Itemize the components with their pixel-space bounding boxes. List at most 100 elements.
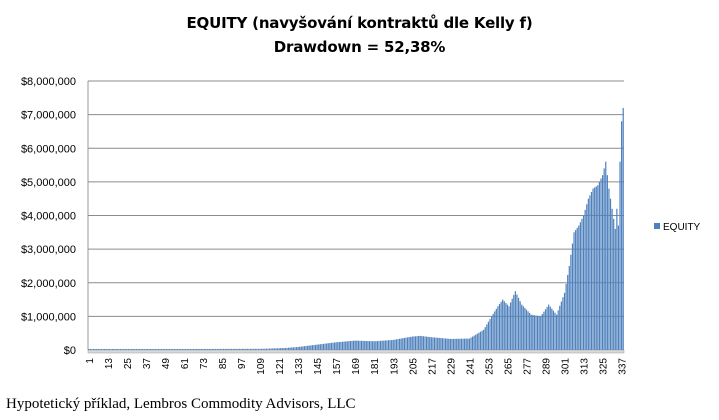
bar	[300, 346, 302, 350]
bar	[319, 344, 321, 350]
bar	[262, 348, 264, 350]
bar	[462, 338, 464, 350]
bar	[495, 308, 497, 350]
bar	[445, 338, 447, 350]
legend-swatch	[654, 223, 660, 229]
bar	[516, 294, 518, 350]
y-tick-label: $3,000,000	[21, 244, 76, 256]
bar	[573, 232, 575, 350]
bar	[299, 346, 301, 350]
bar	[500, 301, 502, 350]
bar	[311, 345, 313, 350]
bar	[391, 340, 393, 350]
bar	[292, 347, 294, 350]
bar	[283, 348, 285, 350]
bar	[215, 348, 217, 350]
bar	[294, 347, 296, 350]
bar	[441, 338, 444, 350]
bar	[421, 336, 423, 350]
bar	[538, 316, 540, 350]
bar	[124, 348, 126, 350]
bar	[582, 215, 585, 350]
bar	[399, 338, 401, 350]
bar	[364, 340, 366, 350]
bar	[161, 348, 163, 350]
bar	[341, 341, 344, 350]
bar	[570, 254, 572, 350]
bar	[519, 301, 521, 350]
bar	[210, 348, 212, 350]
x-tick-label: 205	[408, 358, 419, 375]
bar	[533, 315, 536, 350]
bar	[94, 348, 96, 350]
bar	[622, 107, 624, 351]
bar	[135, 348, 137, 350]
bar	[559, 305, 561, 350]
x-tick-label: 13	[104, 358, 115, 370]
bar	[265, 348, 268, 350]
bar	[586, 204, 588, 350]
bar	[246, 348, 248, 350]
bar	[584, 209, 586, 350]
bar	[202, 348, 204, 350]
bar	[191, 348, 193, 350]
footer-caption: Hypotetický příklad, Lembros Commodity A…	[6, 396, 356, 412]
bar	[611, 208, 613, 350]
bar	[430, 337, 432, 350]
bar	[532, 314, 534, 350]
bar	[268, 348, 271, 350]
bar	[89, 348, 91, 350]
x-tick-label: 1	[85, 358, 96, 364]
bar	[137, 348, 139, 350]
bar	[349, 341, 352, 350]
bar	[471, 336, 474, 350]
bar	[221, 348, 223, 350]
bar	[186, 348, 188, 350]
bar	[119, 348, 122, 350]
bar	[598, 181, 601, 351]
bar	[448, 338, 450, 350]
bar	[322, 343, 325, 350]
bar	[416, 336, 418, 350]
bar	[229, 348, 231, 350]
chart-title: EQUITY (navyšování kontraktů dle Kelly f…	[186, 14, 533, 32]
bar	[348, 341, 350, 350]
bar	[497, 306, 499, 350]
bar	[414, 336, 417, 350]
bar	[249, 348, 252, 350]
bar	[464, 338, 466, 350]
bar	[375, 341, 377, 350]
bar	[200, 348, 202, 350]
legend-label: EQUITY	[663, 222, 701, 233]
bar	[295, 347, 298, 350]
bar	[527, 311, 529, 350]
bar	[354, 340, 356, 350]
bar	[486, 324, 488, 350]
bar	[544, 309, 547, 350]
bar	[603, 168, 605, 350]
bar	[159, 348, 161, 350]
bar	[308, 345, 310, 350]
bar	[146, 348, 149, 350]
bar	[270, 348, 272, 350]
bar	[253, 348, 255, 350]
x-tick-label: 193	[389, 358, 400, 375]
bar	[245, 348, 247, 350]
bar	[490, 316, 493, 351]
bar	[156, 348, 158, 350]
bar	[609, 198, 612, 350]
bar	[578, 225, 580, 350]
bar	[234, 348, 236, 350]
bar	[473, 335, 475, 350]
bar	[502, 299, 504, 350]
bar	[543, 311, 545, 350]
bar	[494, 311, 496, 350]
bar	[376, 341, 379, 350]
x-tick-label: 157	[332, 358, 343, 375]
bar	[275, 348, 277, 350]
bar	[478, 332, 480, 350]
bar	[367, 341, 369, 350]
bar	[126, 348, 128, 350]
bar	[100, 348, 103, 350]
bar	[372, 341, 374, 350]
